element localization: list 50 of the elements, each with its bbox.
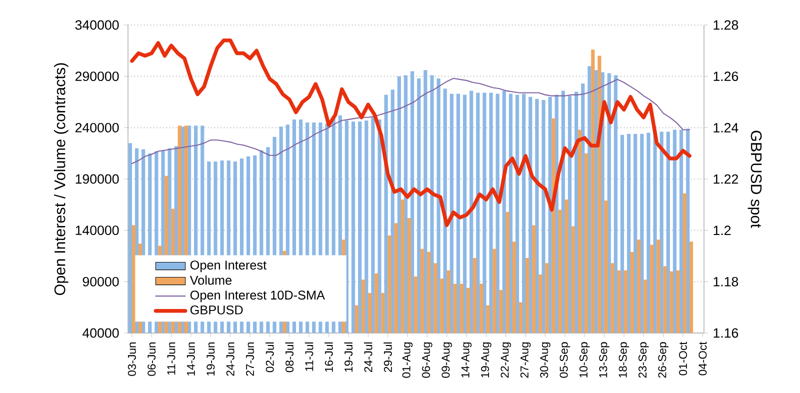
x-tick-label: 16-Jul bbox=[324, 342, 333, 372]
legend-label: Volume bbox=[190, 275, 232, 285]
x-tick-label: 27-Jun bbox=[246, 342, 254, 376]
y-tick-label: 140000 bbox=[76, 226, 119, 236]
x-tick-label: 06-Aug bbox=[422, 342, 432, 378]
x-tick-label: 02-Jul bbox=[266, 342, 274, 372]
y2-tick-label: 1.18 bbox=[714, 276, 738, 286]
legend-label: GBPUSD bbox=[190, 305, 243, 314]
x-tick-label: 19-Aug bbox=[481, 342, 492, 378]
x-tick-label: 24-Jul bbox=[364, 342, 372, 372]
x-tick-label: 03-Jun bbox=[128, 342, 136, 376]
legend-label: Open Interest bbox=[190, 260, 266, 272]
x-tick-label: 30-Aug bbox=[540, 342, 550, 378]
x-tick-label: 27-Aug bbox=[520, 342, 531, 378]
x-tick-label: 18-Sep bbox=[618, 342, 630, 378]
y-tick-label: 40000 bbox=[82, 328, 119, 338]
x-tick-label: 19-Jun bbox=[206, 342, 215, 376]
y2-tick-label: 1.16 bbox=[714, 328, 738, 338]
y2-tick-label: 1.2 bbox=[714, 226, 731, 235]
x-tick-label: 01-Oct bbox=[679, 342, 688, 376]
x-tick-label: 24-Jun bbox=[226, 342, 234, 376]
y-tick-label: 190000 bbox=[76, 174, 119, 184]
y2-tick-label: 1.26 bbox=[714, 72, 738, 82]
y-tick-label: 90000 bbox=[82, 276, 119, 286]
x-tick-label: 23-Sep bbox=[638, 342, 649, 378]
x-tick-label: 06-Jun bbox=[148, 342, 156, 376]
x-tick-label: 05-Sep bbox=[560, 342, 570, 378]
x-tick-label: 11-Jun bbox=[167, 342, 176, 375]
x-tick-label: 11-Jul bbox=[304, 342, 314, 371]
x-tick-label: 26-Sep bbox=[658, 342, 668, 378]
y-tick-label: 240000 bbox=[75, 122, 119, 132]
y2-tick-label: 1.28 bbox=[714, 20, 738, 30]
x-tick-label: 14-Jun bbox=[187, 342, 195, 376]
x-tick-label: 22-Aug bbox=[500, 342, 511, 378]
y2-axis-title: GBPUSD spot bbox=[748, 130, 762, 228]
y2-tick-label: 1.22 bbox=[714, 174, 738, 184]
x-tick-label: 19-Jul bbox=[344, 342, 353, 372]
y-tick-label: 290000 bbox=[75, 72, 119, 82]
x-tick-label: 09-Aug bbox=[442, 342, 452, 378]
y-tick-label: 340000 bbox=[75, 20, 119, 30]
x-tick-label: 04-Oct bbox=[698, 342, 707, 376]
x-tick-label: 13-Sep bbox=[599, 342, 610, 378]
x-tick-label: 29-Jul bbox=[384, 342, 392, 372]
legend-label: Open Interest 10D-SMA bbox=[190, 290, 325, 302]
x-tick-label: 08-Jul bbox=[285, 342, 294, 372]
y2-tick-label: 1.24 bbox=[714, 123, 738, 132]
x-tick-label: 14-Aug bbox=[461, 342, 472, 378]
y-axis-title: Open Interest / Volume (contracts) bbox=[54, 63, 68, 296]
x-tick-label: 01-Aug bbox=[402, 342, 413, 378]
x-tick-label: 10-Sep bbox=[579, 342, 590, 378]
